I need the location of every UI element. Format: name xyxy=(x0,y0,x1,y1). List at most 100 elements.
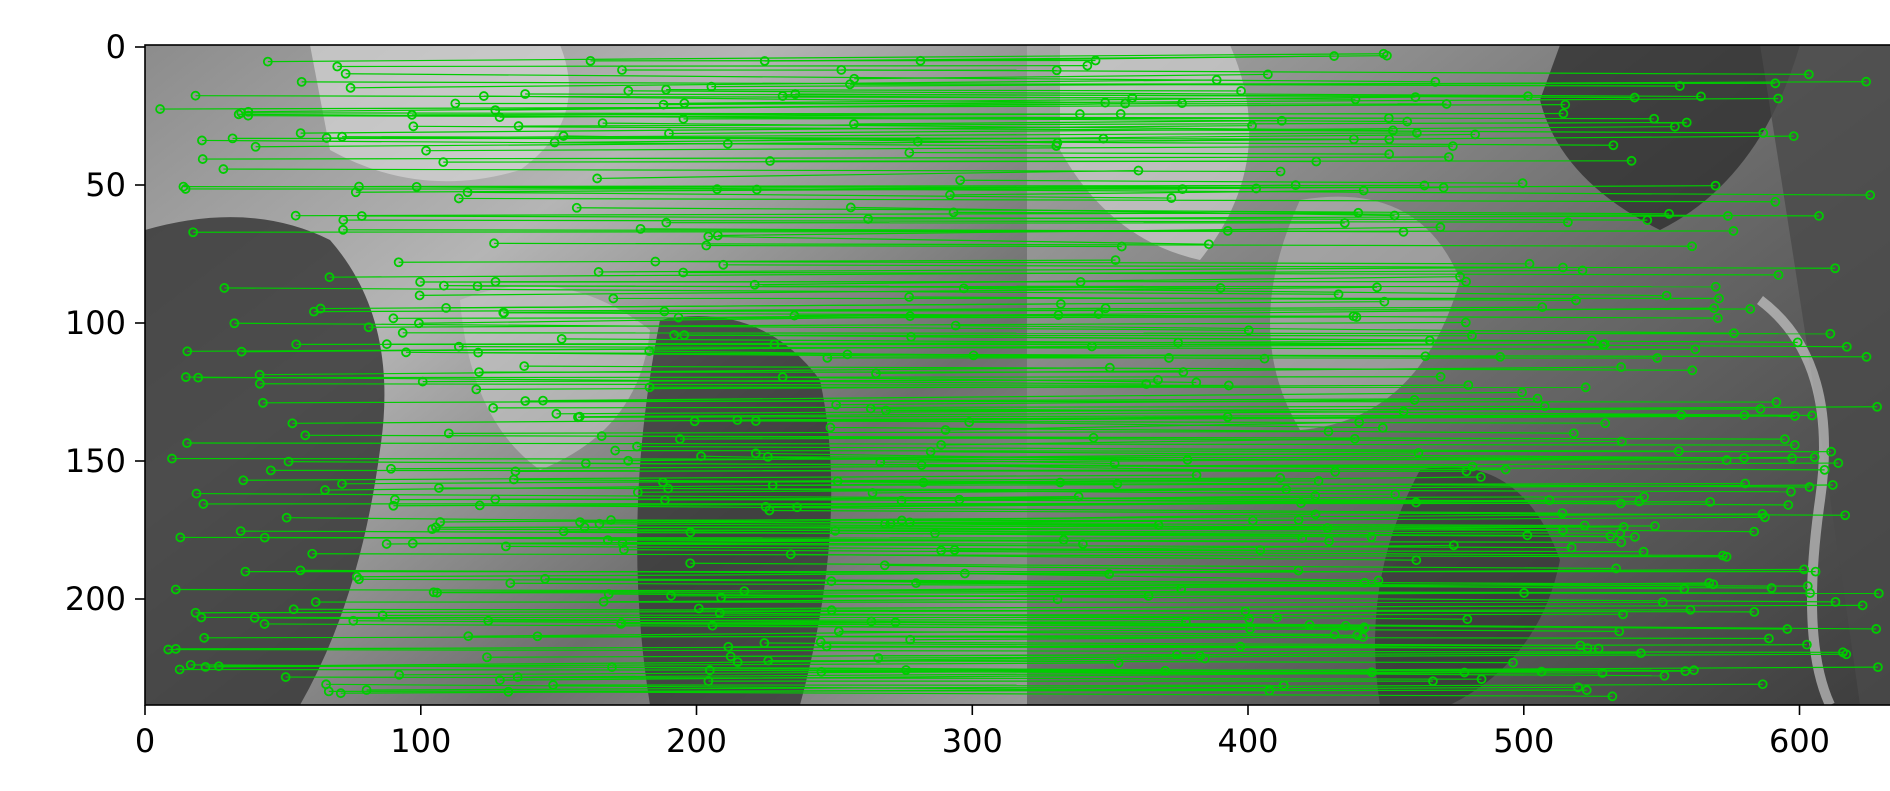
keypoint-marker xyxy=(1470,129,1481,140)
x-tick-label: 300 xyxy=(942,722,1003,760)
match-line xyxy=(542,391,1523,402)
keypoint-marker xyxy=(1075,109,1085,119)
match-line xyxy=(171,457,1727,461)
keypoint-marker xyxy=(1771,397,1782,407)
match-line xyxy=(579,411,1404,418)
keypoint-marker xyxy=(193,372,204,383)
keypoint-marker xyxy=(1616,362,1627,372)
x-tick-label: 200 xyxy=(666,722,727,760)
keypoint-marker xyxy=(1657,597,1668,608)
keypoint-marker xyxy=(394,669,405,680)
match-line xyxy=(494,242,1693,247)
keypoint-marker xyxy=(1833,458,1844,468)
keypoint-marker xyxy=(393,257,404,268)
match-line xyxy=(341,477,1281,485)
keypoint-marker xyxy=(182,438,192,448)
keypoint-marker xyxy=(1402,116,1413,127)
match-line xyxy=(477,285,1716,288)
match-line xyxy=(959,499,1789,506)
keypoint-marker xyxy=(881,405,891,416)
keypoint-marker xyxy=(842,349,853,360)
keypoint-marker xyxy=(443,428,454,439)
keypoint-marker xyxy=(259,619,270,629)
keypoint-marker xyxy=(964,417,975,428)
keypoint-marker xyxy=(191,488,202,499)
match-line xyxy=(312,553,1727,558)
keypoint-marker xyxy=(178,181,189,192)
match-line xyxy=(426,145,1453,152)
keypoint-marker xyxy=(760,501,771,512)
match-line xyxy=(295,212,1359,217)
keypoint-marker xyxy=(940,425,951,435)
keypoint-marker xyxy=(1133,165,1144,176)
keypoint-marker xyxy=(1568,428,1579,439)
match-line xyxy=(416,186,1871,196)
keypoint-marker xyxy=(597,118,608,129)
keypoint-marker xyxy=(185,659,196,670)
match-line xyxy=(668,126,1675,135)
keypoint-marker xyxy=(1710,180,1721,191)
keypoint-marker xyxy=(1544,495,1555,506)
keypoint-marker xyxy=(1088,432,1099,443)
keypoint-marker xyxy=(1770,196,1781,207)
keypoint-marker xyxy=(281,512,292,523)
keypoint-marker xyxy=(1424,335,1435,346)
keypoint-marker xyxy=(488,402,499,413)
x-tick-label: 100 xyxy=(390,722,451,760)
match-line xyxy=(413,125,1764,134)
match-line xyxy=(160,104,1566,110)
keypoint-marker xyxy=(180,184,191,194)
keypoint-marker xyxy=(689,416,700,427)
keypoint-marker xyxy=(1739,410,1750,421)
keypoint-marker xyxy=(925,446,936,457)
match-line xyxy=(193,230,1734,233)
match-line xyxy=(754,276,1461,286)
keypoint-marker xyxy=(1690,344,1701,355)
keypoint-marker xyxy=(596,431,607,442)
match-line xyxy=(831,609,1246,612)
keypoint-marker xyxy=(1438,182,1449,193)
keypoint-marker xyxy=(1055,299,1066,309)
keypoint-marker xyxy=(1409,395,1420,405)
keypoint-marker xyxy=(540,573,550,584)
match-line xyxy=(305,434,1785,440)
keypoint-marker xyxy=(197,154,208,164)
keypoint-marker xyxy=(765,156,775,166)
keypoint-marker xyxy=(1827,480,1838,490)
keypoint-marker xyxy=(174,664,185,675)
keypoint-marker xyxy=(170,584,181,595)
keypoint-marker xyxy=(1581,685,1592,696)
keypoint-marker xyxy=(592,173,603,184)
keypoint-marker xyxy=(280,672,291,682)
keypoint-marker xyxy=(678,267,689,278)
keypoint-marker xyxy=(701,240,712,251)
keypoint-marker xyxy=(675,434,685,444)
keypoint-marker xyxy=(1339,218,1350,228)
match-line xyxy=(201,139,1057,147)
keypoint-marker xyxy=(718,259,729,270)
keypoint-marker xyxy=(1539,401,1550,412)
keypoint-marker xyxy=(175,532,186,543)
y-tick-label: 0 xyxy=(106,28,126,66)
keypoint-marker xyxy=(955,175,966,186)
match-line xyxy=(324,481,1061,491)
match-line xyxy=(545,578,1714,585)
right-photo-light-region xyxy=(1270,196,1460,430)
keypoint-marker xyxy=(381,539,392,549)
match-line xyxy=(329,269,1583,278)
match-line xyxy=(960,179,1523,184)
match-line xyxy=(458,197,1776,203)
match-line xyxy=(267,53,1384,63)
keypoint-marker xyxy=(1708,579,1719,590)
keypoint-marker xyxy=(623,85,634,96)
keypoint-marker xyxy=(361,685,372,695)
match-line xyxy=(909,151,1390,155)
keypoint-marker xyxy=(1841,341,1852,352)
keypoint-marker xyxy=(1262,69,1273,80)
keypoint-marker xyxy=(1461,466,1472,477)
keypoint-marker xyxy=(1635,648,1646,659)
keypoint-marker xyxy=(1245,624,1255,634)
keypoint-marker xyxy=(1664,208,1674,219)
keypoint-marker xyxy=(1728,328,1739,339)
match-line xyxy=(259,367,1110,376)
